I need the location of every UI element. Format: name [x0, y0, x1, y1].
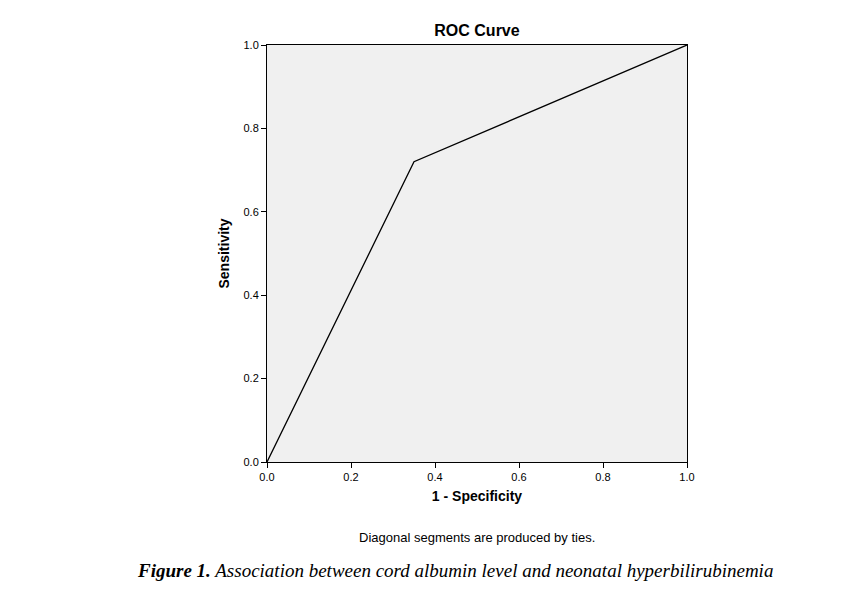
- svg-text:0.4: 0.4: [244, 289, 259, 301]
- svg-text:0.0: 0.0: [259, 471, 274, 483]
- svg-text:Diagonal segments are produced: Diagonal segments are produced by ties.: [359, 530, 595, 545]
- svg-text:0.8: 0.8: [595, 471, 610, 483]
- svg-text:ROC Curve: ROC Curve: [434, 22, 519, 39]
- svg-text:0.4: 0.4: [427, 471, 442, 483]
- svg-text:1.0: 1.0: [679, 471, 694, 483]
- svg-text:Sensitivity: Sensitivity: [216, 218, 232, 288]
- svg-text:0.6: 0.6: [244, 206, 259, 218]
- svg-text:0.8: 0.8: [244, 122, 259, 134]
- svg-text:0.6: 0.6: [511, 471, 526, 483]
- svg-text:1 - Specificity: 1 - Specificity: [432, 488, 522, 504]
- svg-text:0.2: 0.2: [343, 471, 358, 483]
- svg-text:1.0: 1.0: [244, 39, 259, 51]
- svg-text:0.2: 0.2: [244, 372, 259, 384]
- svg-text:Figure 1. Association between: Figure 1. Association between cord album…: [137, 560, 773, 581]
- svg-text:0.0: 0.0: [244, 456, 259, 468]
